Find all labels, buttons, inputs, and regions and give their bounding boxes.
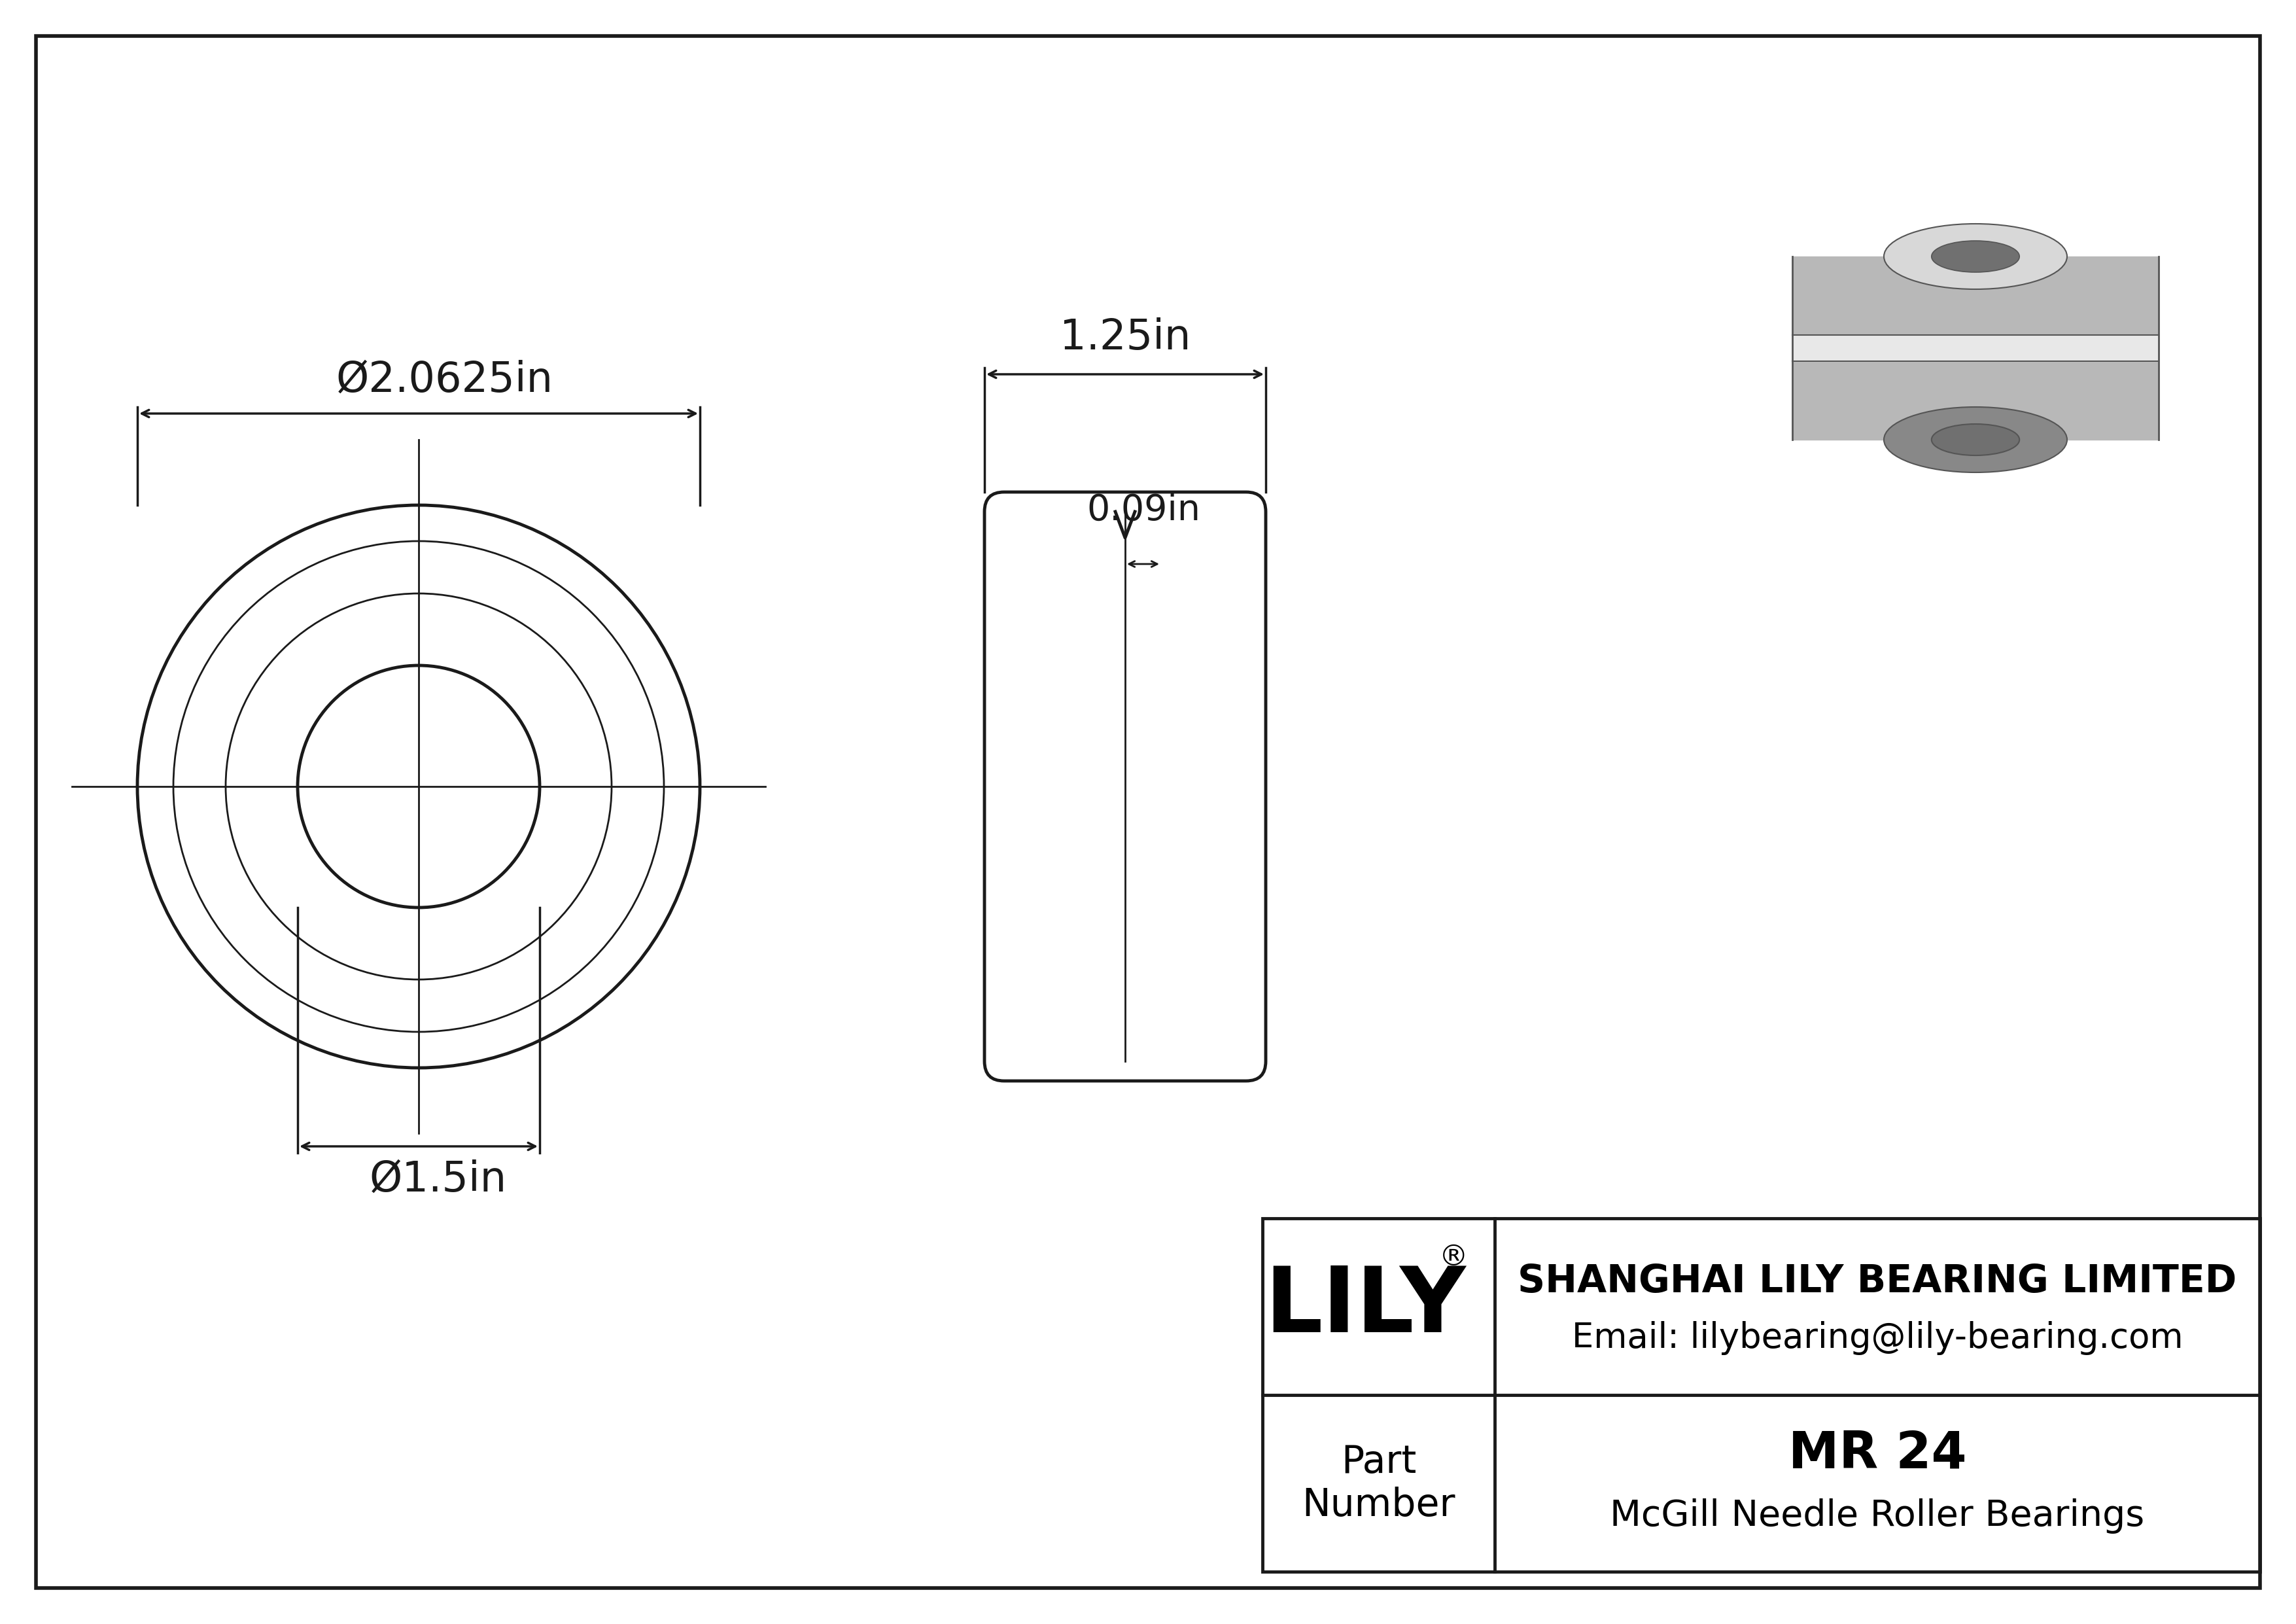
Bar [1263, 1218, 2259, 1572]
Text: MR 24: MR 24 [1789, 1429, 1965, 1479]
Text: Email: lilybearing@lily-bearing.com: Email: lilybearing@lily-bearing.com [1573, 1320, 2183, 1354]
Bar [1793, 335, 2158, 361]
Bar [1793, 257, 2158, 440]
Text: SHANGHAI LILY BEARING LIMITED: SHANGHAI LILY BEARING LIMITED [1518, 1263, 2236, 1301]
Ellipse shape [1931, 240, 2020, 273]
Ellipse shape [1885, 408, 2066, 473]
Text: Part
Number: Part Number [1302, 1444, 1456, 1523]
Text: ®: ® [1440, 1244, 1469, 1272]
Ellipse shape [1885, 224, 2066, 289]
Text: 1.25in: 1.25in [1058, 317, 1192, 357]
Text: McGill Needle Roller Bearings: McGill Needle Roller Bearings [1609, 1499, 2144, 1533]
Ellipse shape [1931, 424, 2020, 455]
Text: Ø1.5in: Ø1.5in [370, 1160, 507, 1200]
Text: 0.09in: 0.09in [1086, 492, 1201, 528]
Text: Ø2.0625in: Ø2.0625in [335, 361, 553, 401]
Text: LILY: LILY [1265, 1262, 1467, 1351]
